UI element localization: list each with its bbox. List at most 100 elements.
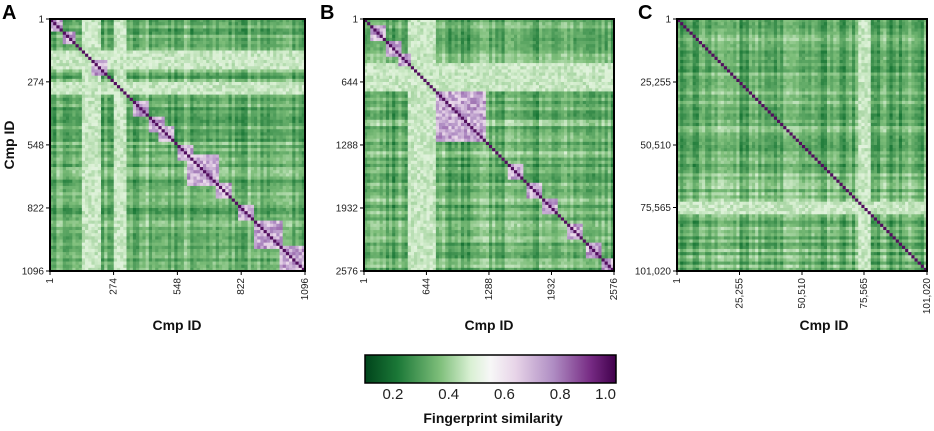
heatmap-cell [66, 41, 70, 45]
heatmap-cell [165, 199, 169, 203]
heatmap-cell [209, 129, 213, 133]
heatmap-cell [222, 91, 226, 95]
heatmap-cell [200, 117, 204, 121]
heatmap-cell [264, 91, 268, 95]
heatmap-cell [178, 104, 182, 108]
heatmap-cell [257, 136, 261, 140]
heatmap-cell [158, 47, 162, 51]
heatmap-cell [286, 114, 290, 118]
heatmap-cell [91, 98, 95, 102]
heatmap-cell [190, 180, 194, 184]
heatmap-cell [260, 91, 264, 95]
heatmap-cell [130, 44, 134, 48]
heatmap-cell [225, 126, 229, 130]
heatmap-cell [76, 192, 80, 196]
heatmap-cell [117, 189, 121, 193]
heatmap-cell [244, 22, 248, 26]
heatmap-cell [200, 95, 204, 99]
heatmap-cell [63, 199, 67, 203]
heatmap-cell [229, 107, 233, 111]
heatmap-cell [270, 167, 274, 171]
heatmap-cell [292, 173, 296, 177]
heatmap-cell [292, 35, 296, 39]
heatmap-cell [209, 154, 213, 158]
heatmap-cell [260, 47, 264, 51]
heatmap-cell [76, 177, 80, 181]
heatmap-cell [276, 158, 280, 162]
heatmap-cell [146, 63, 150, 67]
heatmap-cell [286, 148, 290, 152]
heatmap-cell [248, 22, 252, 26]
heatmap-cell [82, 170, 86, 174]
heatmap-cell [174, 154, 178, 158]
heatmap-cell [229, 22, 233, 26]
heatmap-cell [264, 44, 268, 48]
heatmap-cell [280, 132, 284, 136]
heatmap-cell [276, 148, 280, 152]
heatmap-cell [104, 91, 108, 95]
heatmap-cell [72, 180, 76, 184]
heatmap-cell [114, 202, 118, 206]
heatmap-cell [139, 63, 143, 67]
heatmap-cell [104, 60, 108, 64]
heatmap-cell [69, 114, 73, 118]
heatmap-cell [72, 114, 76, 118]
heatmap-cell [168, 22, 172, 26]
heatmap-cell [190, 151, 194, 155]
heatmap-cell [56, 139, 60, 143]
heatmap-cell [187, 38, 191, 42]
heatmap-cell [248, 63, 252, 67]
heatmap-cell [193, 69, 197, 73]
heatmap-cell [251, 107, 255, 111]
heatmap-cell [56, 120, 60, 124]
heatmap-cell [200, 22, 204, 26]
heatmap-cell [244, 63, 248, 67]
heatmap-cell [63, 88, 67, 92]
heatmap-cell [206, 129, 210, 133]
heatmap-cell [193, 114, 197, 118]
heatmap-cell [280, 51, 284, 55]
heatmap-cell [190, 66, 194, 70]
heatmap-cell [152, 114, 156, 118]
heatmap-cell [184, 88, 188, 92]
heatmap-cell [146, 28, 150, 32]
heatmap-cell [76, 69, 80, 73]
heatmap-cell [117, 88, 121, 92]
heatmap-cell [257, 142, 261, 146]
heatmap-cell [286, 170, 290, 174]
heatmap-cell [149, 205, 153, 209]
heatmap-cell [260, 51, 264, 55]
heatmap-cell [184, 28, 188, 32]
heatmap-cell [286, 161, 290, 165]
heatmap-cell [235, 120, 239, 124]
heatmap-cell [190, 186, 194, 190]
heatmap-cell [123, 170, 127, 174]
heatmap-cell [85, 202, 89, 206]
heatmap-cell [79, 28, 83, 32]
heatmap-cell [101, 120, 105, 124]
heatmap-cell [213, 195, 217, 199]
heatmap-cell [79, 145, 83, 149]
heatmap-cell [235, 199, 239, 203]
heatmap-cell [165, 38, 169, 42]
heatmap-cell [123, 148, 127, 152]
heatmap-cell [130, 82, 134, 86]
heatmap-cell [178, 202, 182, 206]
heatmap-cell [292, 211, 296, 215]
heatmap-cell [238, 79, 242, 83]
heatmap-cell [229, 101, 233, 105]
heatmap-cell [200, 88, 204, 92]
heatmap-cell [95, 214, 99, 218]
heatmap-cell [264, 126, 268, 130]
heatmap-cell [292, 195, 296, 199]
heatmap-cell [216, 164, 220, 168]
heatmap-cell [244, 41, 248, 45]
heatmap-cell [280, 63, 284, 67]
heatmap-cell [82, 69, 86, 73]
heatmap-cell [88, 211, 92, 215]
heatmap-cell [193, 88, 197, 92]
heatmap-cell [222, 73, 226, 77]
heatmap-cell [232, 66, 236, 70]
heatmap-cell [270, 110, 274, 114]
heatmap-cell [286, 173, 290, 177]
